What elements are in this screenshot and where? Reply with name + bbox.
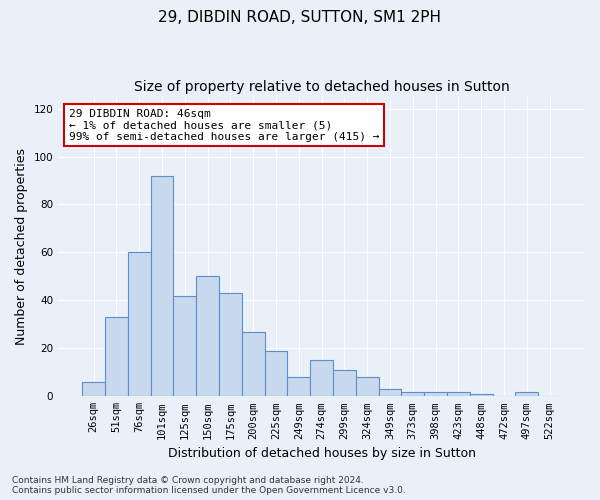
Title: Size of property relative to detached houses in Sutton: Size of property relative to detached ho… bbox=[134, 80, 509, 94]
Bar bbox=[242, 332, 265, 396]
Bar bbox=[105, 317, 128, 396]
Bar bbox=[379, 389, 401, 396]
Text: Contains HM Land Registry data © Crown copyright and database right 2024.
Contai: Contains HM Land Registry data © Crown c… bbox=[12, 476, 406, 495]
Bar bbox=[401, 392, 424, 396]
Bar bbox=[173, 296, 196, 396]
Bar bbox=[424, 392, 447, 396]
Bar bbox=[287, 377, 310, 396]
Bar bbox=[82, 382, 105, 396]
Bar bbox=[219, 293, 242, 397]
Bar bbox=[196, 276, 219, 396]
Bar bbox=[470, 394, 493, 396]
Bar bbox=[310, 360, 333, 396]
Bar bbox=[265, 350, 287, 397]
Bar bbox=[447, 392, 470, 396]
Bar bbox=[333, 370, 356, 396]
Text: 29, DIBDIN ROAD, SUTTON, SM1 2PH: 29, DIBDIN ROAD, SUTTON, SM1 2PH bbox=[158, 10, 442, 25]
Bar bbox=[356, 377, 379, 396]
X-axis label: Distribution of detached houses by size in Sutton: Distribution of detached houses by size … bbox=[167, 447, 476, 460]
Bar bbox=[128, 252, 151, 396]
Text: 29 DIBDIN ROAD: 46sqm
← 1% of detached houses are smaller (5)
99% of semi-detach: 29 DIBDIN ROAD: 46sqm ← 1% of detached h… bbox=[69, 108, 379, 142]
Y-axis label: Number of detached properties: Number of detached properties bbox=[15, 148, 28, 345]
Bar bbox=[515, 392, 538, 396]
Bar bbox=[151, 176, 173, 396]
